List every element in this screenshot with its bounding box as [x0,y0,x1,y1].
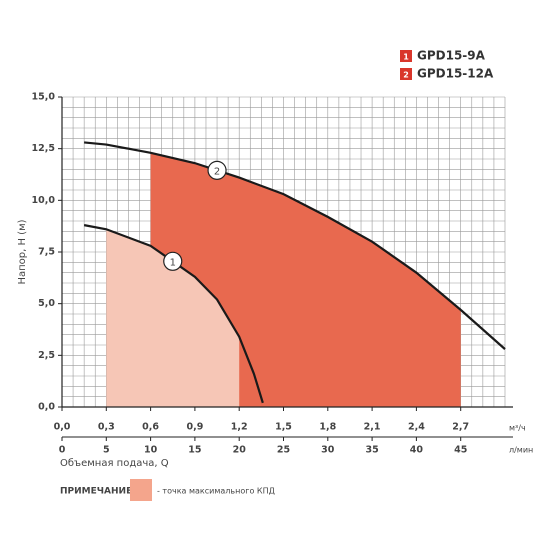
y-tick-label: 7,5 [38,247,55,258]
note-swatch [130,479,152,501]
x-tick-label: 0,6 [142,422,159,433]
x2-tick-label: 5 [103,445,110,456]
legend-marker: 1 [403,53,409,62]
x2-tick-label: 45 [454,445,467,456]
curve-marker [207,160,227,180]
curve-marker-label: 1 [170,257,176,268]
legend-swatch [400,68,412,80]
note-text: - точка максимального КПД [157,487,275,496]
x-tick-label: 2,4 [408,422,425,433]
x-unit: м³/ч [509,424,526,433]
x2-tick-label: 0 [59,445,66,456]
x-tick-label: 0,0 [54,422,71,433]
y-tick-label: 12,5 [32,143,55,154]
x2-tick-label: 10 [144,445,158,456]
efficiency-region [106,229,240,407]
legend-label: GPD15-12A [417,67,494,81]
x-tick-label: 1,5 [275,422,292,433]
x2-tick-label: 25 [277,445,290,456]
legend-marker: 2 [403,71,409,80]
x-tick-label: 1,2 [231,422,248,433]
legend-swatch [400,50,412,62]
x2-tick-label: 40 [410,445,424,456]
x-tick-label: 1,8 [319,422,336,433]
x-tick-label: 0,9 [186,422,203,433]
x2-tick-label: 30 [321,445,335,456]
curve [84,141,506,350]
x2-tick-label: 35 [365,445,378,456]
x-axis-label: Объемная подача, Q [60,458,169,469]
x-tick-label: 0,3 [98,422,115,433]
y-tick-label: 5,0 [38,298,55,309]
x2-tick-label: 20 [233,445,247,456]
curve [83,224,264,404]
y-tick-label: 0,0 [38,402,55,413]
curve-marker-label: 2 [214,166,220,177]
y-tick-label: 10,0 [32,195,56,206]
x-tick-label: 2,1 [364,422,381,433]
x-tick-label: 2,7 [452,422,469,433]
y-tick-label: 2,5 [38,350,55,361]
x2-unit: л/мин [509,446,533,455]
note-label: ПРИМЕЧАНИЕ: [60,487,136,497]
y-axis-label: Напор, H (м) [17,219,28,284]
legend-label: GPD15-9A [417,49,486,63]
y-tick-label: 15,0 [32,92,56,103]
x2-tick-label: 15 [188,445,201,456]
curve-marker [163,251,183,271]
